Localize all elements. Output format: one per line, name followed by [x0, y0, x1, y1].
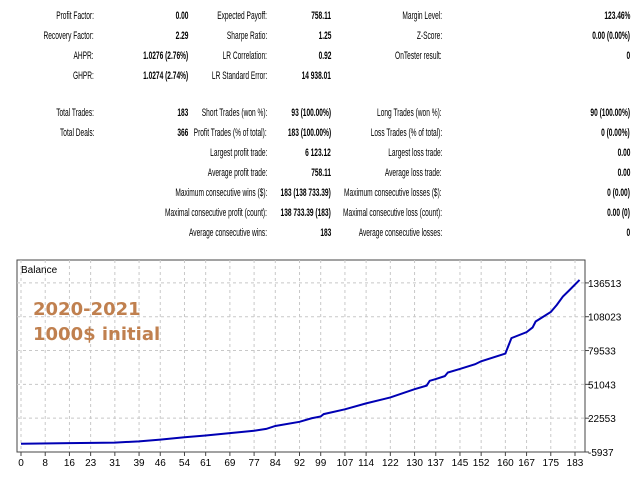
- x-tick-label: 84: [270, 458, 282, 469]
- stat-value: 138 733.39 (183): [280, 207, 331, 219]
- x-tick-label: 92: [294, 458, 306, 469]
- chart-annotation: 1000$ initial: [33, 324, 160, 345]
- stat-label: Z-Score:: [416, 30, 442, 42]
- stat-label: LR Correlation:: [222, 50, 267, 62]
- stat-label: Short Trades (won %):: [201, 107, 267, 119]
- y-tick-label: 22553: [588, 414, 616, 425]
- x-tick-label: 77: [249, 458, 261, 469]
- chart-annotation: 2020-2021: [33, 299, 141, 320]
- stat-label: Profit Trades (% of total):: [194, 127, 267, 139]
- stat-label: Average profit trade:: [207, 167, 267, 179]
- plot-frame: [16, 259, 586, 453]
- stat-label: AHPR:: [73, 50, 94, 62]
- y-tick-label: 79533: [588, 347, 616, 358]
- stat-label: Largest profit trade:: [209, 147, 267, 159]
- stat-value: 0.00: [175, 10, 188, 22]
- stat-value: 0: [626, 227, 630, 239]
- y-tick-label: 51043: [588, 380, 616, 391]
- stat-label: Maximal consecutive profit (count):: [165, 207, 267, 219]
- stat-value: 0 (0.00%): [601, 127, 630, 139]
- x-tick-label: 107: [337, 458, 354, 469]
- stat-value: 183: [176, 107, 188, 119]
- x-tick-label: 114: [358, 458, 374, 469]
- stat-value: 758.11: [311, 167, 331, 179]
- x-tick-label: 31: [109, 458, 121, 469]
- stat-value: 0.00 (0.00%): [592, 30, 630, 42]
- stat-value: 2.29: [175, 30, 188, 42]
- stat-value: 1.25: [318, 30, 331, 42]
- x-tick-label: 99: [315, 458, 327, 469]
- x-tick-label: 152: [473, 458, 490, 469]
- stat-label: Maximum consecutive losses ($):: [344, 187, 442, 199]
- stat-value: 1.0276 (2.76%): [142, 50, 188, 62]
- stat-label: Average loss trade:: [385, 167, 442, 179]
- stat-value: 366: [176, 127, 188, 139]
- x-tick-label: 16: [64, 458, 76, 469]
- y-tick-label: -5937: [588, 448, 614, 459]
- stat-value: 123.46%: [603, 10, 630, 22]
- stat-label: Margin Level:: [402, 10, 442, 22]
- x-tick-label: 23: [85, 458, 97, 469]
- stat-value: 1.0274 (2.74%): [142, 70, 188, 82]
- stat-value: 183: [319, 227, 331, 239]
- x-tick-label: 8: [42, 458, 48, 469]
- x-tick-label: 145: [452, 458, 469, 469]
- balance-line: [20, 279, 581, 445]
- stat-label: Maximal consecutive loss (count):: [342, 207, 442, 219]
- x-tick-label: 0: [18, 458, 24, 469]
- stat-label: Maximum consecutive wins ($):: [174, 187, 267, 199]
- stat-value: 90 (100.00%): [590, 107, 630, 119]
- x-tick-label: 61: [200, 458, 212, 469]
- stat-value: 183 (138 733.39): [280, 187, 331, 199]
- stat-label: LR Standard Error:: [211, 70, 267, 82]
- stat-value: 183 (100.00%): [287, 127, 331, 139]
- x-tick-label: 175: [542, 458, 559, 469]
- stat-label: Loss Trades (% of total):: [370, 127, 442, 139]
- stat-value: 93 (100.00%): [291, 107, 331, 119]
- x-tick-label: 183: [567, 458, 584, 469]
- balance-chart: 0 8 16 23 31 39 46 54 61 69 77 84 92 99 107 114 122 130 13…: [16, 259, 622, 469]
- stat-value: 0: [626, 50, 630, 62]
- y-tick-label: 136513: [588, 279, 622, 290]
- stat-label: Profit Factor:: [56, 10, 94, 22]
- stat-label: Total Trades:: [56, 107, 94, 119]
- stat-value: 6 123.12: [305, 147, 331, 159]
- stat-value: 0.00: [617, 147, 630, 159]
- stat-label: Sharpe Ratio:: [226, 30, 267, 42]
- x-tick-label: 160: [497, 458, 514, 469]
- stat-value: 14 938.01: [301, 70, 331, 82]
- stat-label: Recovery Factor:: [43, 30, 94, 42]
- chart-title: Balance: [21, 265, 58, 276]
- stat-label: Largest loss trade:: [387, 147, 442, 159]
- x-tick-label: 54: [179, 458, 191, 469]
- stat-label: Average consecutive wins:: [188, 227, 267, 239]
- stat-value: 0 (0.00): [607, 187, 630, 199]
- stat-label: GHPR:: [73, 70, 94, 82]
- stat-label: Average consecutive losses:: [358, 227, 442, 239]
- y-tick-label: 108023: [588, 313, 622, 324]
- x-tick-label: 122: [382, 458, 399, 469]
- stat-label: OnTester result:: [395, 50, 442, 62]
- stat-value: 758.11: [311, 10, 331, 22]
- x-tick-label: 130: [406, 458, 423, 469]
- stat-value: 0.00: [617, 167, 630, 179]
- stat-label: Total Deals:: [59, 127, 94, 139]
- x-tick-label: 167: [518, 458, 535, 469]
- x-tick-label: 46: [155, 458, 167, 469]
- stat-label: Long Trades (won %):: [377, 107, 442, 119]
- x-tick-label: 137: [427, 458, 444, 469]
- x-tick-label: 39: [134, 458, 146, 469]
- stat-value: 0.92: [318, 50, 331, 62]
- x-tick-label: 69: [224, 458, 236, 469]
- stat-label: Expected Payoff:: [217, 10, 267, 22]
- stat-value: 0.00 (0): [607, 207, 630, 219]
